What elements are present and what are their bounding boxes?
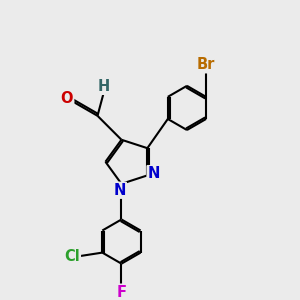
Text: Cl: Cl bbox=[64, 249, 80, 264]
Text: O: O bbox=[61, 92, 73, 106]
Text: Br: Br bbox=[197, 57, 215, 72]
Text: H: H bbox=[98, 79, 110, 94]
Text: F: F bbox=[116, 285, 127, 300]
Text: N: N bbox=[113, 183, 126, 198]
Text: N: N bbox=[148, 166, 160, 181]
